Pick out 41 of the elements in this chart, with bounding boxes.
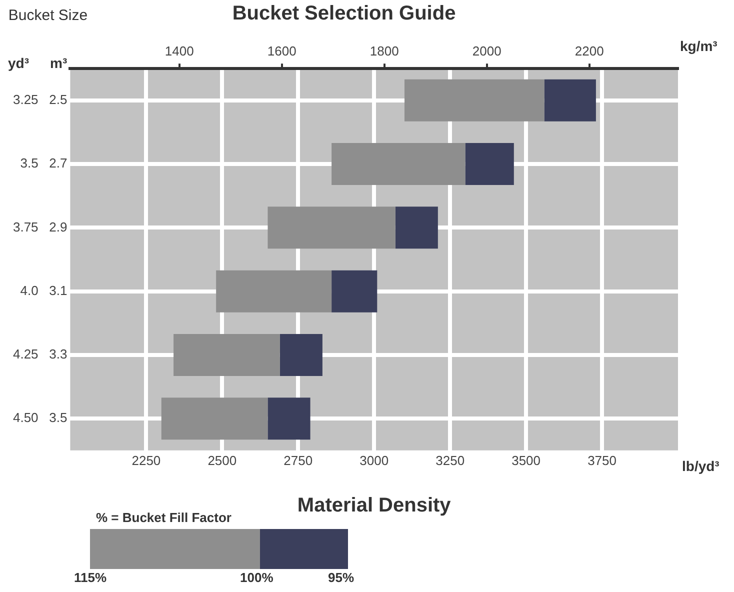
x-tick-label: 2500 [208,452,237,468]
bar [268,398,310,440]
bar [332,270,378,312]
x2-tick-label: 2000 [472,43,502,58]
y-tick-label: 3.25 2.5 [12,92,68,107]
text: lb/yd³ [682,458,720,474]
x2-tick-label: 1800 [370,43,399,58]
x-tick-label: 3500 [512,452,541,468]
y-tick-label: 3.75 2.9 [12,219,68,234]
legend-title: % = Bucket Fill Factor [96,510,232,525]
x-tick-label: 2250 [132,452,161,468]
text: 100% [240,570,274,585]
text: 115% [74,570,107,585]
y-tick-label: 4.50 3.5 [12,410,68,426]
x2-tick-label: 2200 [574,43,604,58]
bar [404,79,544,122]
text: kg/m³ [680,38,718,54]
text: m³ [50,54,68,71]
bar [268,206,396,249]
x-tick-label: 3000 [360,452,389,468]
bar [465,143,514,186]
x-tick-label: 3750 [588,452,616,468]
bar [395,206,438,249]
bar [216,270,332,312]
bar [174,334,280,376]
x2-tick-label: 1400 [164,43,194,58]
text: 95% [328,570,354,585]
bar [544,79,596,122]
bar [280,334,322,376]
text: yd³ [8,54,29,71]
y-tick-label: 4.25 3.3 [12,346,68,362]
x-tick-label: 3250 [436,452,465,468]
y-tick-label: 4.0 3.1 [20,282,68,298]
x-tick-label: 2750 [284,452,313,468]
bar [332,143,466,186]
x-axis-title: Material Density [297,494,452,517]
chart-title: Bucket Selection Guide [232,2,456,25]
x2-tick-label: 1600 [267,43,296,58]
y-axis-title: Bucket Size [8,6,88,26]
y-tick-label: 3.5 2.7 [20,156,68,171]
bar [161,398,268,440]
